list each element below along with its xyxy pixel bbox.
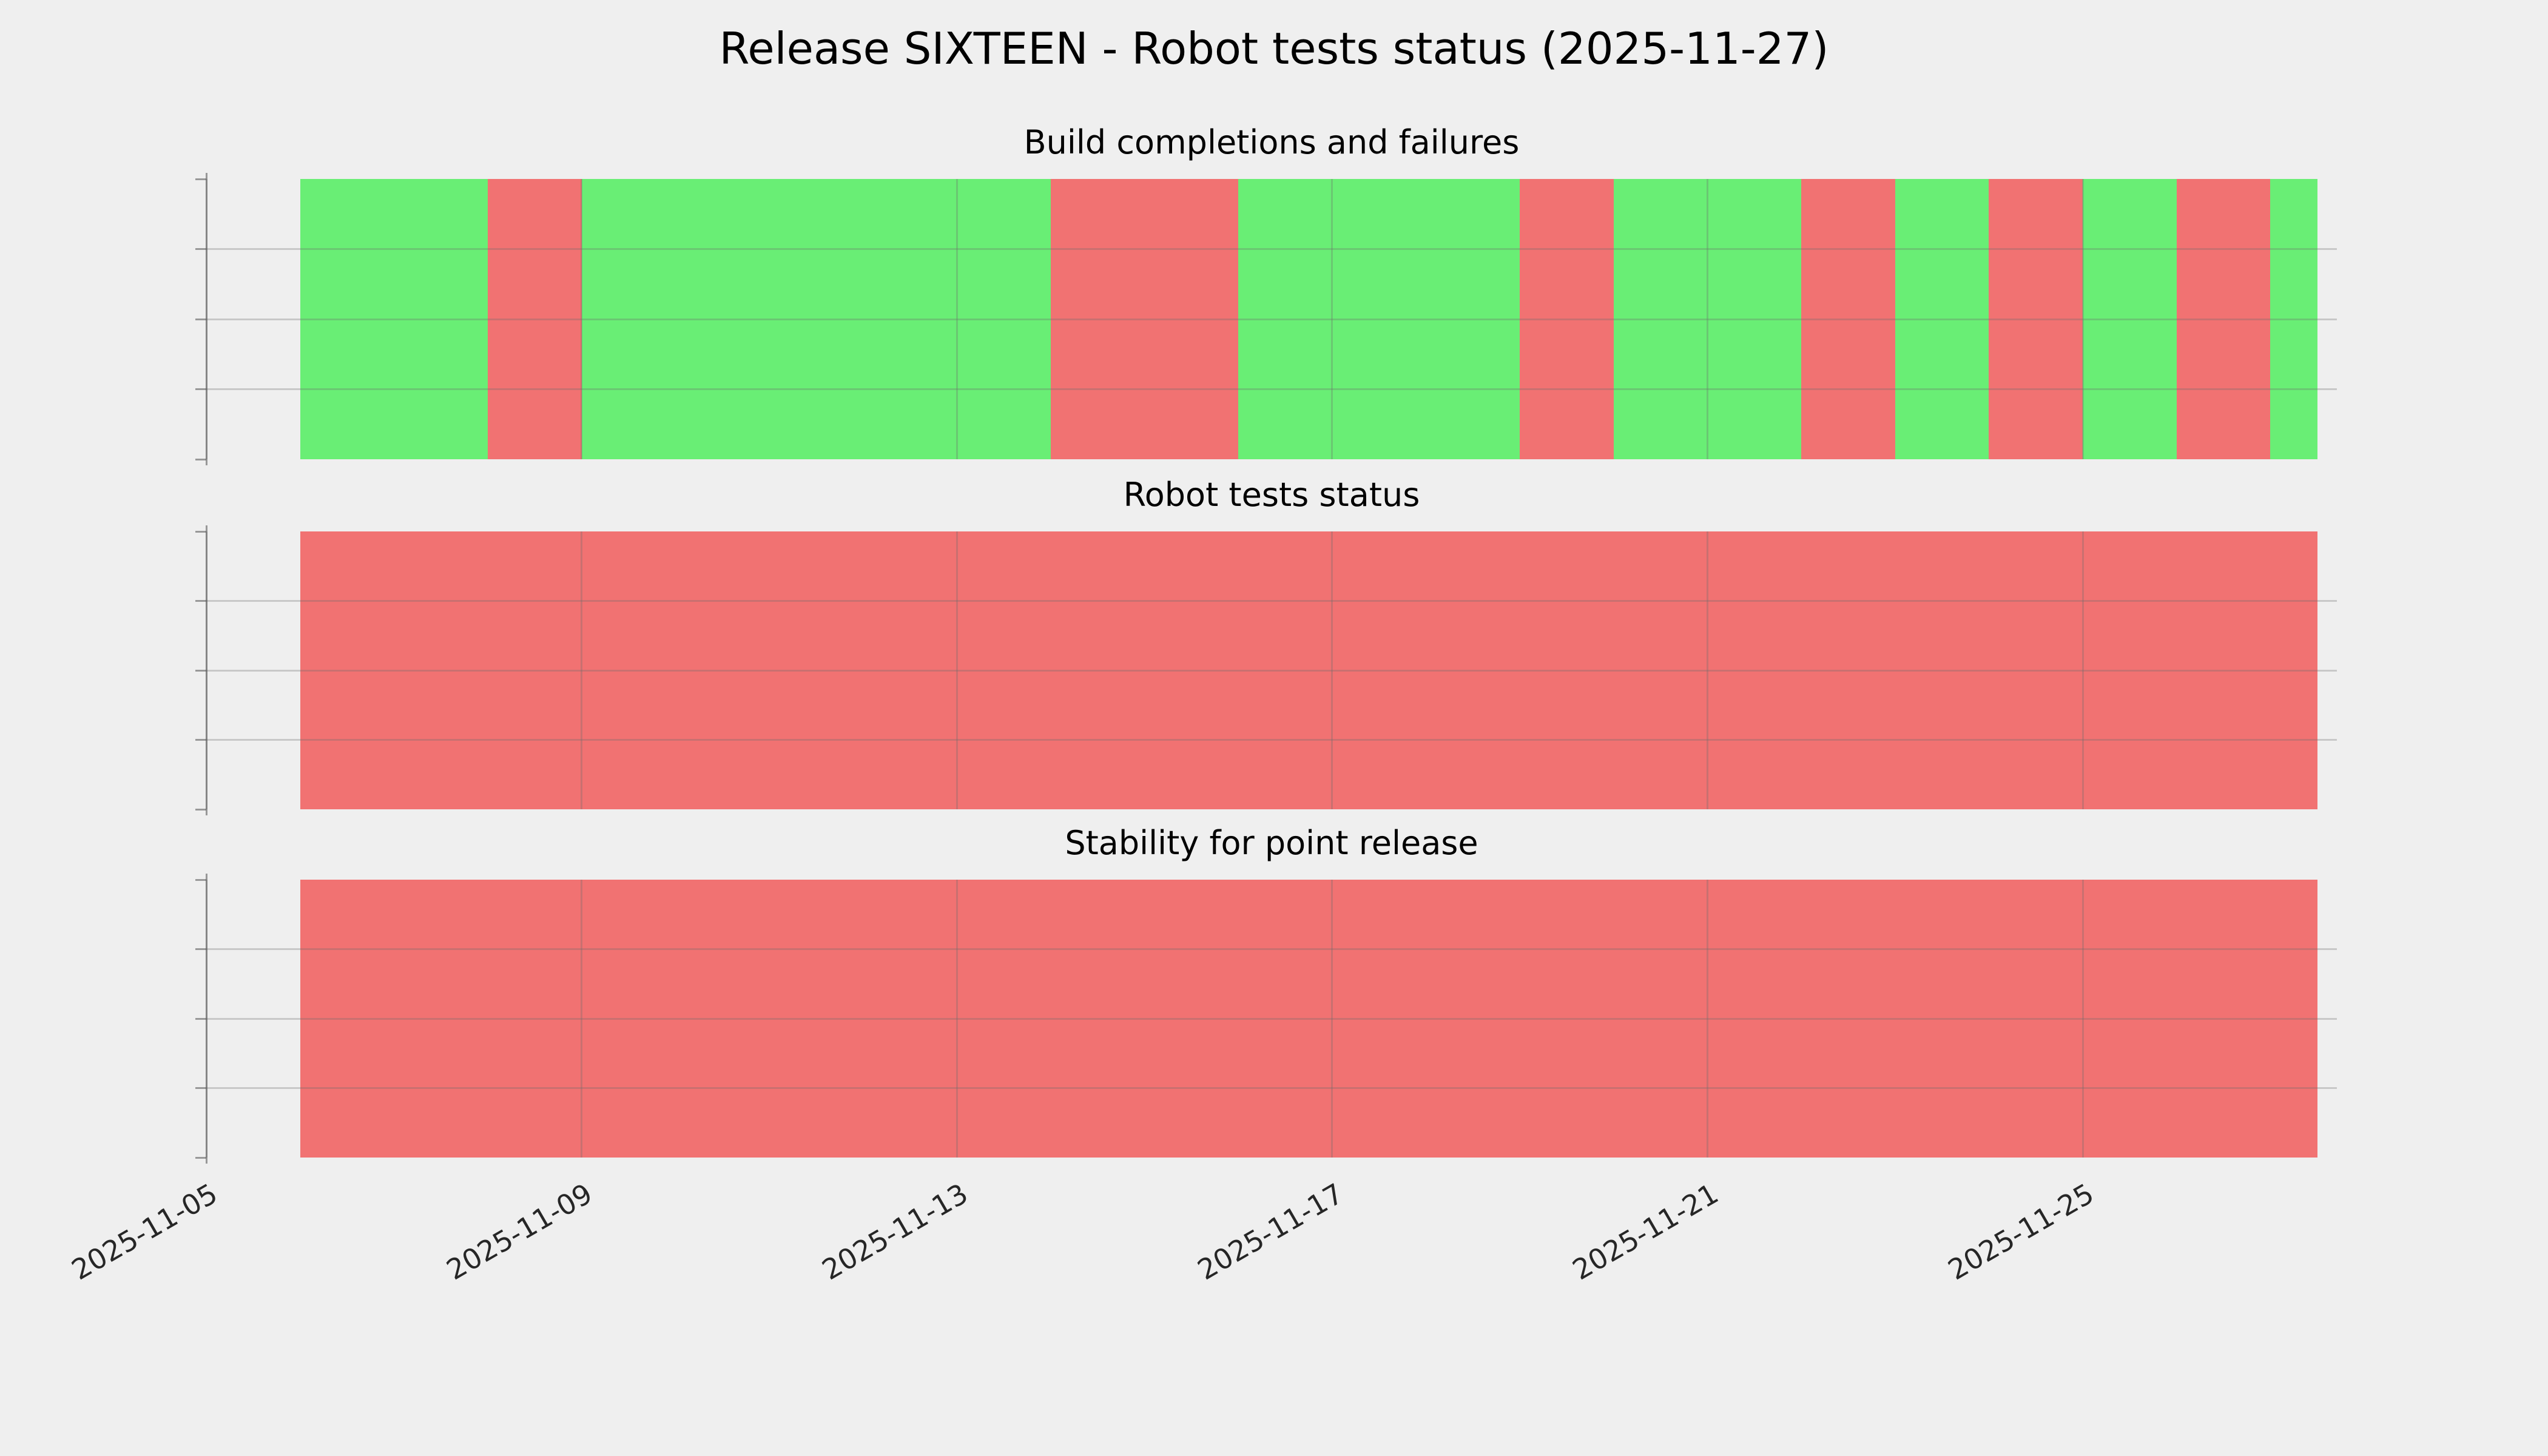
y-axis-tick bbox=[195, 530, 206, 533]
y-axis-tick bbox=[195, 1156, 206, 1159]
x-tick-label: 2025-11-25 bbox=[1942, 1177, 2100, 1287]
plot-area-build-completions bbox=[195, 173, 2337, 465]
gridline-vertical bbox=[581, 880, 583, 1158]
gridline-horizontal bbox=[206, 318, 2337, 320]
x-tick-label: 2025-11-21 bbox=[1566, 1177, 1724, 1287]
gridline-horizontal bbox=[206, 388, 2337, 390]
gridline-vertical bbox=[2081, 531, 2084, 809]
y-axis-spine bbox=[205, 874, 207, 1164]
y-axis-tick bbox=[195, 458, 206, 460]
subplot-title-build-completions: Build completions and failures bbox=[1023, 123, 1520, 161]
bar-segment-success bbox=[2270, 179, 2317, 459]
y-axis-tick bbox=[195, 878, 206, 881]
x-tick-label: 2025-11-13 bbox=[816, 1177, 974, 1287]
gridline-vertical bbox=[581, 179, 583, 459]
bar-segment-failure bbox=[1520, 179, 1614, 459]
gridline-horizontal bbox=[206, 1017, 2337, 1020]
bar-segment-failure bbox=[1050, 179, 1239, 459]
plot-area-stability bbox=[195, 874, 2337, 1164]
bar-segment-failure bbox=[300, 880, 2317, 1158]
x-tick-label: 2025-11-17 bbox=[1191, 1177, 1349, 1287]
y-axis-spine bbox=[205, 525, 207, 815]
y-axis-tick bbox=[195, 669, 206, 672]
chart-main-title: Release SIXTEEN - Robot tests status (20… bbox=[719, 23, 1829, 74]
gridline-horizontal bbox=[206, 669, 2337, 672]
y-axis-tick bbox=[195, 1087, 206, 1089]
y-axis-tick bbox=[195, 948, 206, 950]
gridline-vertical bbox=[1331, 179, 1333, 459]
bar-segment-success bbox=[1238, 179, 1520, 459]
bar-segment-failure bbox=[1989, 179, 2083, 459]
gridline-vertical bbox=[1707, 179, 1708, 459]
gridline-horizontal bbox=[206, 248, 2337, 250]
gridline-vertical bbox=[1331, 531, 1333, 809]
gridline-horizontal bbox=[206, 600, 2337, 602]
x-tick-label: 2025-11-05 bbox=[66, 1177, 223, 1287]
bar-segment-failure bbox=[2176, 179, 2271, 459]
y-axis-tick bbox=[195, 808, 206, 811]
gridline-vertical bbox=[956, 531, 958, 809]
bar-segment-success bbox=[300, 179, 488, 459]
gridline-vertical bbox=[1707, 531, 1708, 809]
gridline-horizontal bbox=[206, 1087, 2337, 1089]
gridline-vertical bbox=[2081, 179, 2084, 459]
bar-segment-failure bbox=[300, 531, 2317, 809]
subplot-title-stability: Stability for point release bbox=[1065, 824, 1478, 862]
bar-segment-failure bbox=[1801, 179, 1895, 459]
gridline-vertical bbox=[956, 179, 958, 459]
bar-segment-success bbox=[581, 179, 1051, 459]
y-axis-tick bbox=[195, 739, 206, 741]
y-axis-tick bbox=[195, 318, 206, 320]
gridline-vertical bbox=[956, 880, 958, 1158]
gridline-vertical bbox=[1331, 880, 1333, 1158]
gridline-horizontal bbox=[206, 739, 2337, 741]
bar-segment-success bbox=[1613, 179, 1802, 459]
gridline-vertical bbox=[581, 531, 583, 809]
y-axis-tick bbox=[195, 388, 206, 390]
y-axis-tick bbox=[195, 178, 206, 180]
y-axis-tick bbox=[195, 600, 206, 602]
y-axis-tick bbox=[195, 1017, 206, 1020]
gridline-vertical bbox=[2081, 880, 2084, 1158]
y-axis-spine bbox=[205, 173, 207, 465]
y-axis-tick bbox=[195, 248, 206, 250]
bar-segment-success bbox=[2083, 179, 2177, 459]
gridline-horizontal bbox=[206, 948, 2337, 950]
subplot-title-robot-tests: Robot tests status bbox=[1123, 476, 1420, 514]
bar-segment-failure bbox=[487, 179, 582, 459]
bar-segment-success bbox=[1895, 179, 1989, 459]
gridline-vertical bbox=[1707, 880, 1708, 1158]
plot-area-robot-tests bbox=[195, 525, 2337, 815]
x-tick-label: 2025-11-09 bbox=[441, 1177, 598, 1287]
